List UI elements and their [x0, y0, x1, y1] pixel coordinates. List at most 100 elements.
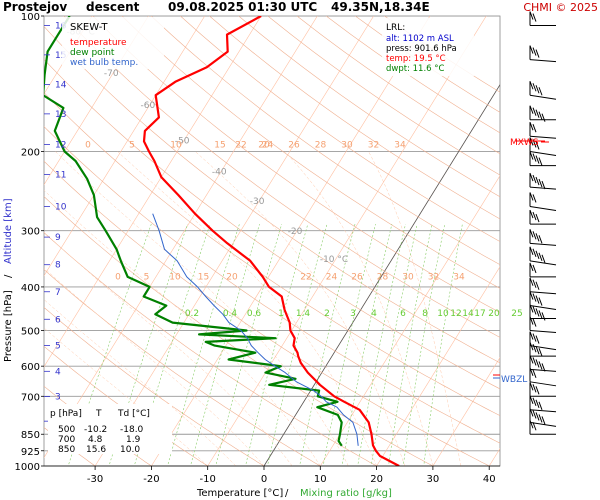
wind-barb-shaft [529, 345, 557, 351]
wind-barb-flag [538, 178, 543, 188]
isotherm-line [488, 447, 500, 466]
mxws-label: MXWS [510, 138, 539, 148]
pressure-tick-label: 200 [21, 147, 40, 158]
wind-barb-flag [529, 277, 534, 286]
mixing-ratio-line [341, 224, 393, 466]
wind-barb-flag [538, 111, 543, 120]
wind-barb-flag [529, 151, 534, 160]
wind-barb-flag [535, 345, 540, 355]
pressure-tick-label: 300 [21, 227, 40, 238]
wind-barb-flag [541, 416, 546, 425]
dry-adiabat-label: 32 [428, 272, 439, 282]
wind-barb [529, 277, 557, 295]
mixing-ratio-label: 6 [400, 309, 406, 319]
wind-barb [529, 11, 556, 27]
dry-adiabat-line [121, 16, 500, 289]
mixing-ratio-line [388, 224, 433, 466]
wind-barb-flag [535, 109, 540, 118]
mixing-ratio-line [357, 224, 406, 466]
moist-adiabat-line [195, 151, 406, 466]
wind-barb-shaft [529, 421, 557, 427]
wind-barb-flag [535, 386, 540, 395]
table-row: 700 4.8 1.9 [58, 435, 141, 445]
isotherm-label: -10 °C [320, 255, 348, 265]
wind-barb-flag [529, 382, 534, 391]
altitude-tick-label: 8 [55, 261, 61, 271]
dry-adiabat-label: 24 [326, 272, 338, 282]
wind-barb-flag [532, 211, 537, 221]
wind-barb [529, 246, 557, 266]
axes: -80 °C-70-60-50-40-30-20-10 °C0510152022… [15, 12, 523, 485]
wind-barb-flag [532, 343, 537, 353]
x-tick-label: -30 [87, 474, 103, 485]
dry-adiabat-line [209, 16, 500, 220]
mixing-ratio-line [133, 224, 211, 466]
table-cell-td: -18.0 [120, 425, 144, 435]
altitude-tick-label: 10 [55, 202, 67, 212]
isotherm-label: -60 [141, 101, 156, 111]
lrl-pressure: press: 901.6 hPa [386, 44, 457, 54]
mixing-ratio-line [267, 224, 328, 466]
table-row: 850 15.6 10.0 [58, 445, 140, 455]
isotherm-label: -20 [288, 227, 303, 237]
table-cell-p: 500 [58, 425, 75, 435]
dry-adiabat-label: 30 [341, 140, 353, 150]
mixing-ratio-label: 10 [437, 309, 449, 319]
wind-barb-flag [529, 367, 534, 376]
table-cell-p: 850 [58, 445, 75, 455]
table-cell-t: 4.8 [88, 435, 103, 445]
wind-barb-flag [532, 264, 537, 274]
wind-barb [529, 395, 557, 413]
dry-adiabat-label: 24 [262, 140, 274, 150]
wind-barb-flag [529, 316, 534, 325]
x-tick-label: -20 [143, 474, 159, 485]
mixing-ratio-line [370, 224, 418, 466]
wind-barb-shaft [529, 368, 557, 372]
wind-barb-flag [529, 262, 534, 272]
dry-adiabat-line [44, 58, 500, 390]
wind-barb [529, 105, 556, 122]
wind-barb-flag [541, 113, 546, 122]
wind-barb-flag [532, 83, 537, 92]
wind-barb [529, 408, 557, 427]
dry-adiabat-label: 5 [144, 272, 150, 282]
altitude-tick-label: 5 [55, 342, 61, 352]
mixing-ratio-line [423, 224, 463, 466]
wind-barb-flag [529, 420, 534, 429]
wbzl-marker: WBZL [493, 374, 527, 385]
wind-barb-flag [535, 281, 540, 290]
legend: SKEW-T temperature dew point wet bulb te… [62, 17, 164, 69]
dry-adiabat-label: 20 [226, 272, 238, 282]
legend-temperature: temperature [70, 38, 127, 48]
wind-barb-flag [532, 107, 537, 116]
dry-adiabat-label: 32 [368, 140, 379, 150]
wind-barb-flag [529, 45, 534, 54]
wind-barb-shaft [529, 260, 557, 266]
wind-barb [529, 316, 557, 334]
wind-barb-flag [532, 422, 537, 431]
wind-barb [529, 122, 557, 139]
table-header-td: Td [°C] [117, 409, 150, 419]
isotherm-line [44, 16, 149, 186]
wind-barb-flag [538, 87, 543, 96]
wind-barb-flag [529, 11, 534, 20]
sounding-curves [44, 16, 400, 466]
dry-adiabat-label: 15 [214, 140, 225, 150]
moist-adiabat-line [44, 189, 321, 466]
isotherm-label: -40 [212, 167, 227, 177]
x-tick-label: 30 [427, 474, 440, 485]
wind-barb-flag [529, 209, 534, 219]
wind-barb-flag [529, 291, 534, 300]
wind-barb-flag [538, 297, 543, 306]
wind-barb [529, 420, 556, 435]
zero-isotherm-line [263, 83, 500, 466]
dry-adiabat-line [180, 16, 500, 242]
wind-barb [529, 341, 556, 357]
mxws-marker: MXWS [510, 138, 549, 148]
wind-barb-shaft [529, 305, 557, 311]
wind-barb-shaft [529, 409, 557, 413]
x-tick-label: -10 [200, 474, 216, 485]
mixing-ratio-line [67, 223, 152, 466]
station-name: Prostejov [3, 0, 67, 14]
moist-adiabat-line [368, 151, 462, 466]
